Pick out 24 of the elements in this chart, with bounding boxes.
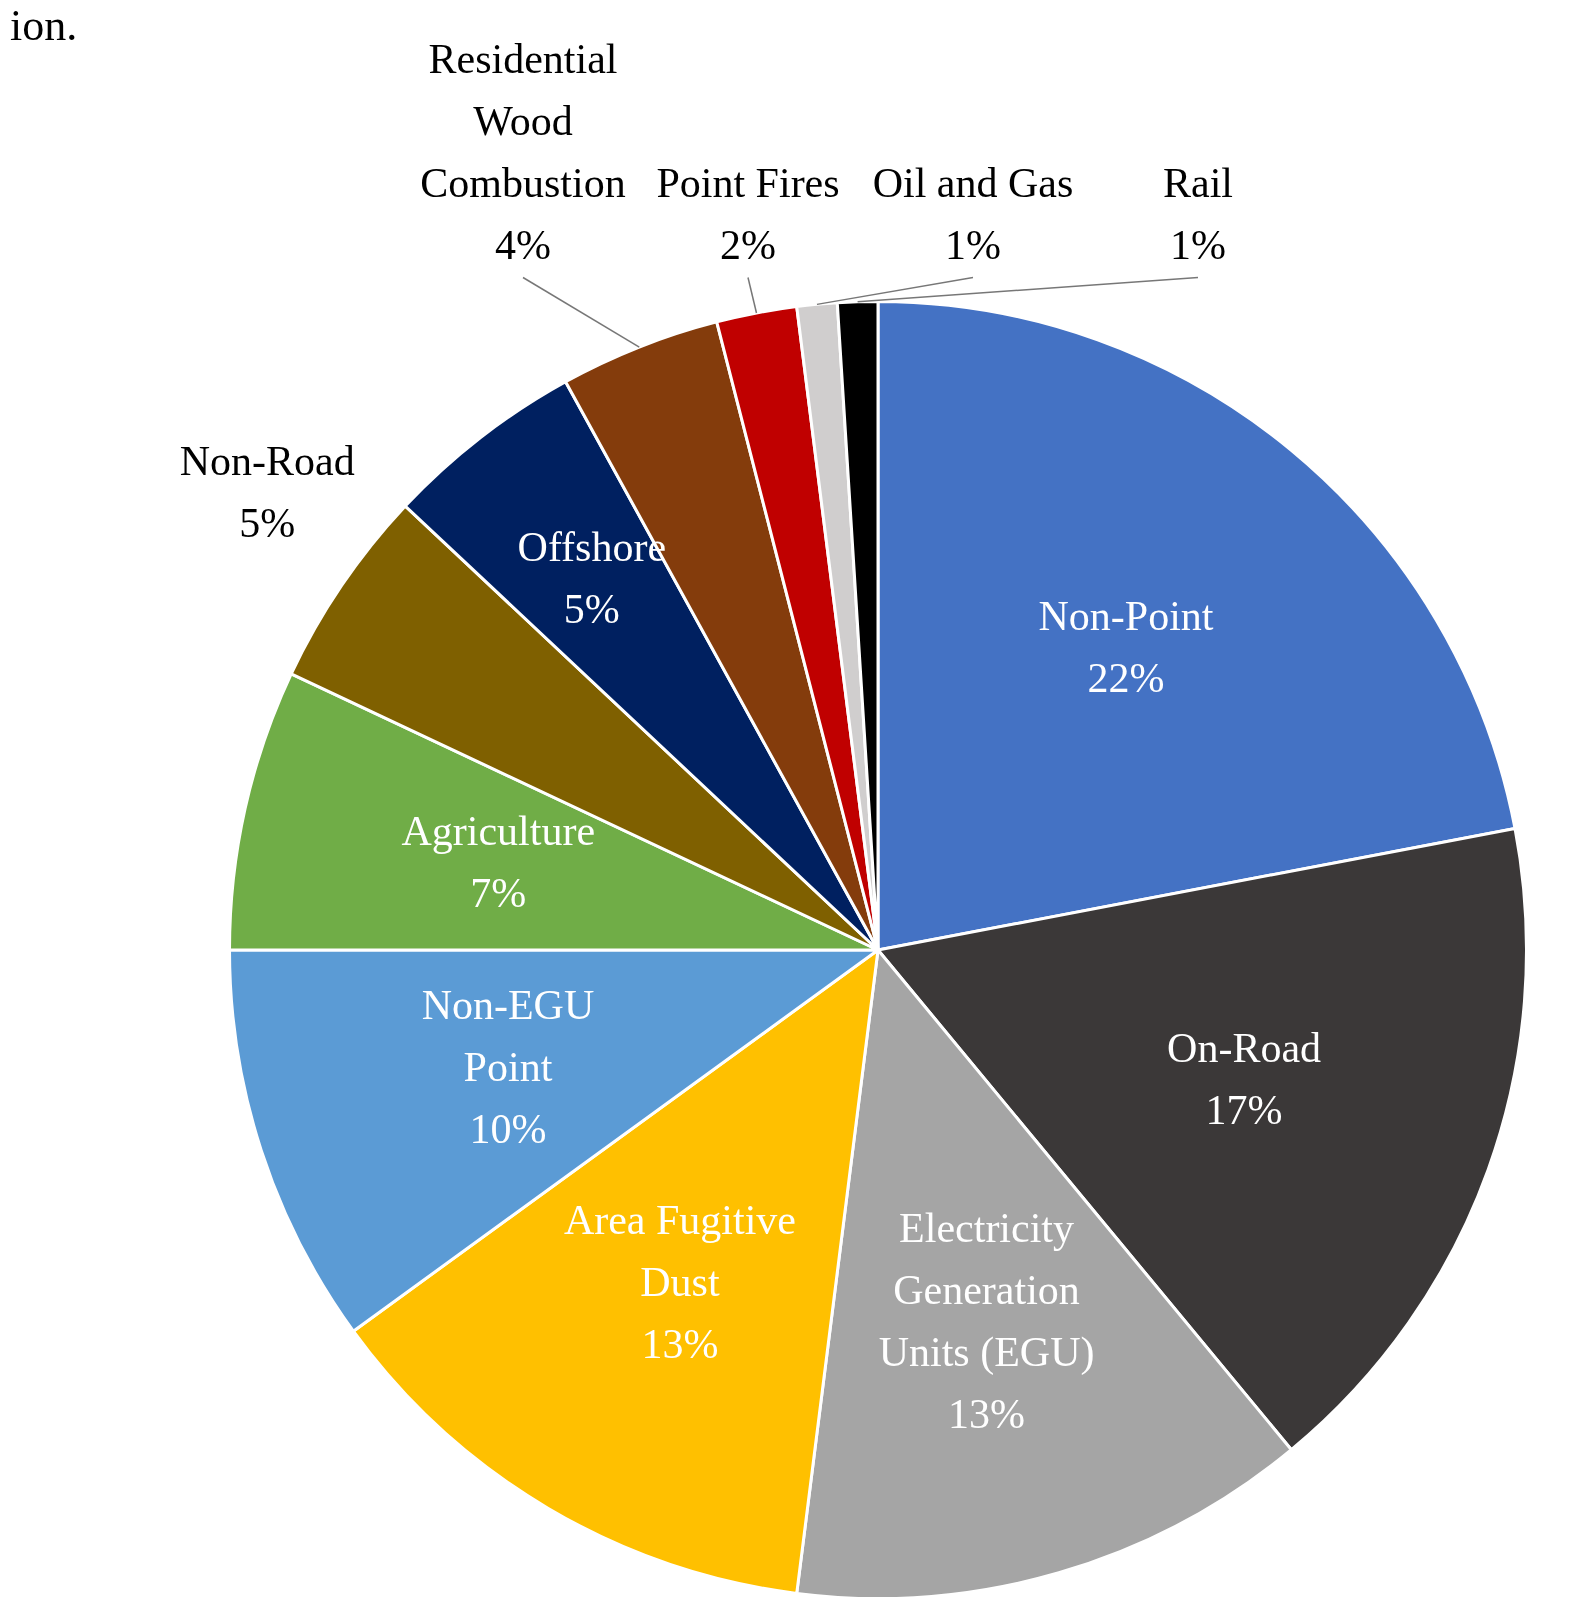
slice-label: Electricity Generation Units (EGU)	[878, 1204, 1095, 1376]
slice-label: Non-EGU Point	[421, 982, 595, 1091]
data-label: 4%	[495, 221, 551, 268]
data-label: 17%	[1205, 1086, 1283, 1133]
data-label: 1%	[1170, 221, 1226, 268]
slice-label: Rail	[1163, 159, 1233, 206]
data-label: 2%	[720, 221, 776, 268]
slice-label: Area Fugitive Dust	[563, 1196, 796, 1305]
slice-label: Point Fires	[656, 159, 840, 206]
data-label: 10%	[469, 1106, 547, 1153]
slice-label: On-Road	[1167, 1024, 1322, 1071]
data-label: 13%	[948, 1390, 1026, 1437]
data-label: 13%	[641, 1320, 719, 1367]
data-label: 5%	[239, 499, 296, 546]
slice-label: Oil and Gas	[872, 159, 1074, 206]
slice-label: Non-Road	[179, 437, 355, 484]
data-label: 7%	[470, 870, 527, 917]
data-label: 5%	[563, 586, 620, 633]
chart-title: ion.	[10, 0, 78, 51]
data-label: 22%	[1087, 655, 1165, 702]
slice-label: Non-Point	[1038, 593, 1214, 640]
slice-label: Residential Wood Combustion	[420, 35, 626, 206]
data-label: 1%	[945, 221, 1001, 268]
slice-label: Agriculture	[401, 808, 596, 855]
